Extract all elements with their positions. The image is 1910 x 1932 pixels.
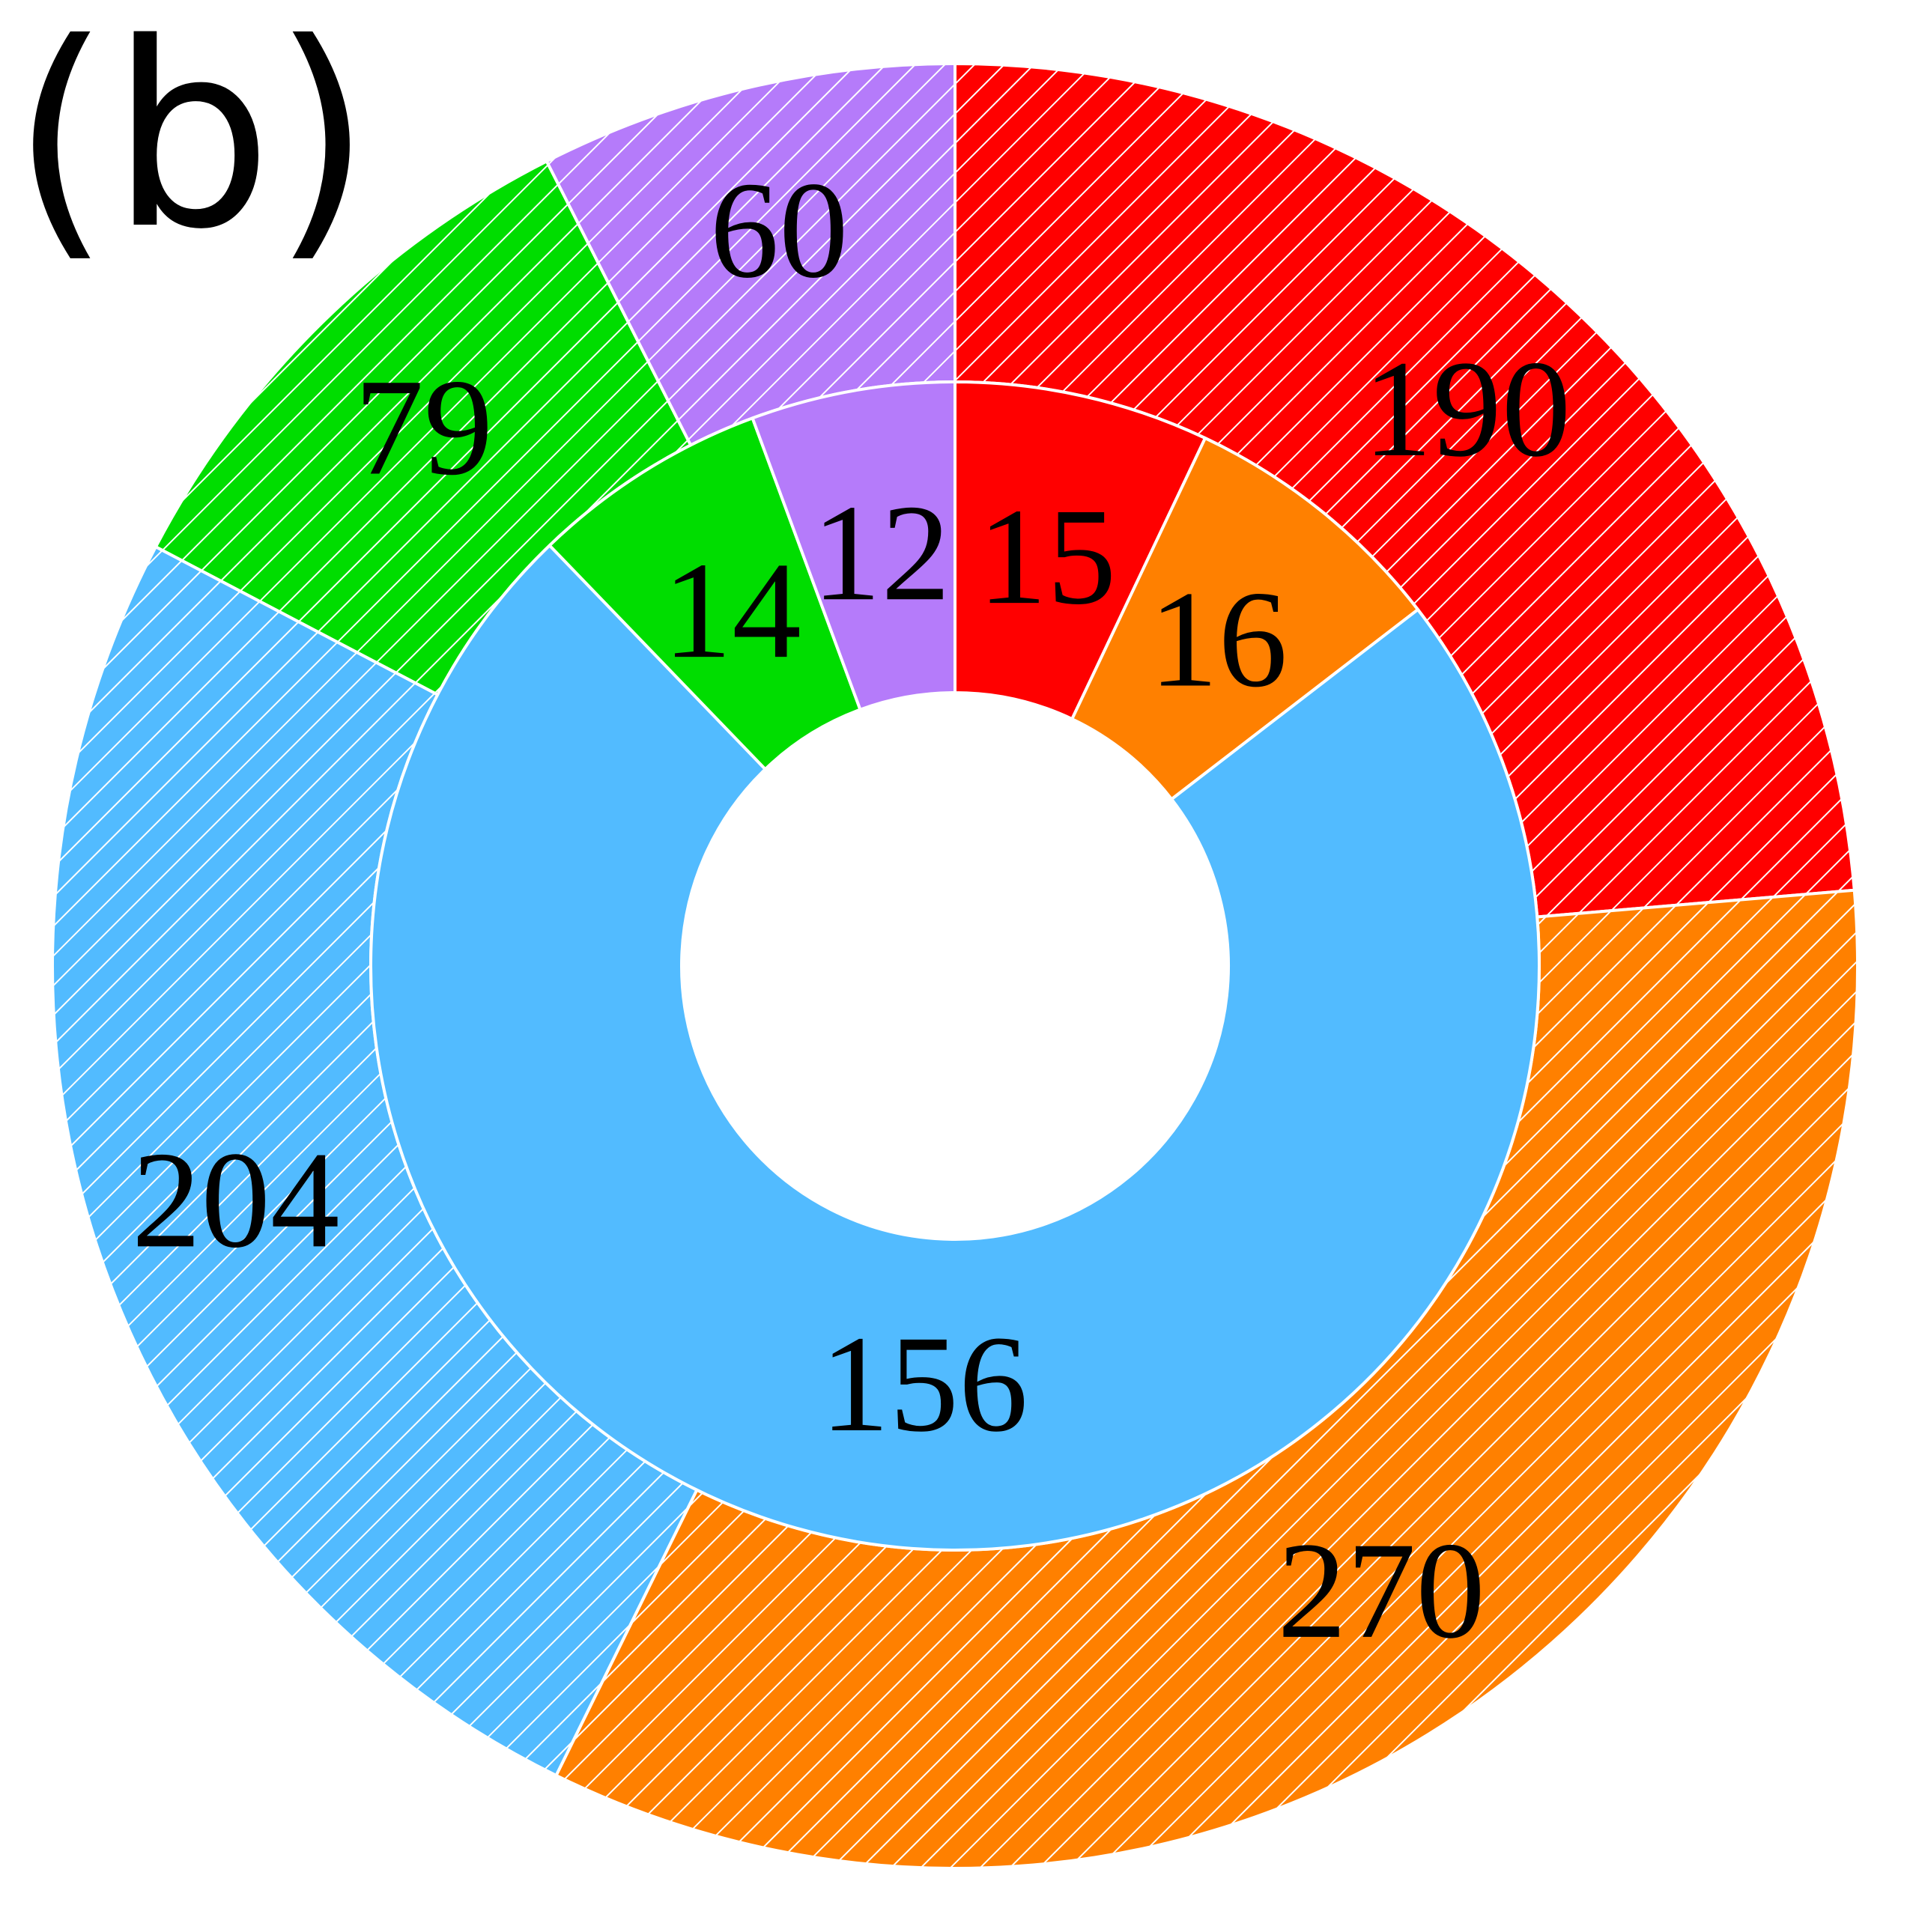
outer-ring-label-orange: 270 <box>1277 1514 1485 1668</box>
outer-ring-label-green: 79 <box>354 350 493 504</box>
outer-ring-label-red: 190 <box>1363 332 1571 486</box>
inner-ring-slice-orange <box>1070 436 1420 802</box>
outer-ring <box>51 61 1859 1870</box>
outer-ring-label-blue: 204 <box>132 1123 340 1277</box>
outer-ring-hatch-red <box>955 64 1855 917</box>
inner-ring <box>369 380 1541 1552</box>
inner-ring-slice-blue <box>369 543 1541 1552</box>
inner-ring-label-orange: 16 <box>1149 563 1288 717</box>
outer-ring-hatch-green <box>155 161 691 695</box>
outer-ring-label-purple: 60 <box>710 154 849 307</box>
inner-ring-label-green: 14 <box>663 534 801 687</box>
inner-ring-slice-purple <box>751 380 956 712</box>
outer-ring-hatch-blue <box>52 547 697 1775</box>
inner-ring-label-red: 15 <box>977 480 1116 634</box>
inner-ring-label-blue: 156 <box>820 1307 1028 1461</box>
outer-ring-hatch-purple <box>546 64 955 446</box>
panel-label: (b) <box>11 0 372 285</box>
outer-ring-hatch-orange <box>556 890 1858 1868</box>
inner-ring-label-purple: 12 <box>812 476 951 630</box>
